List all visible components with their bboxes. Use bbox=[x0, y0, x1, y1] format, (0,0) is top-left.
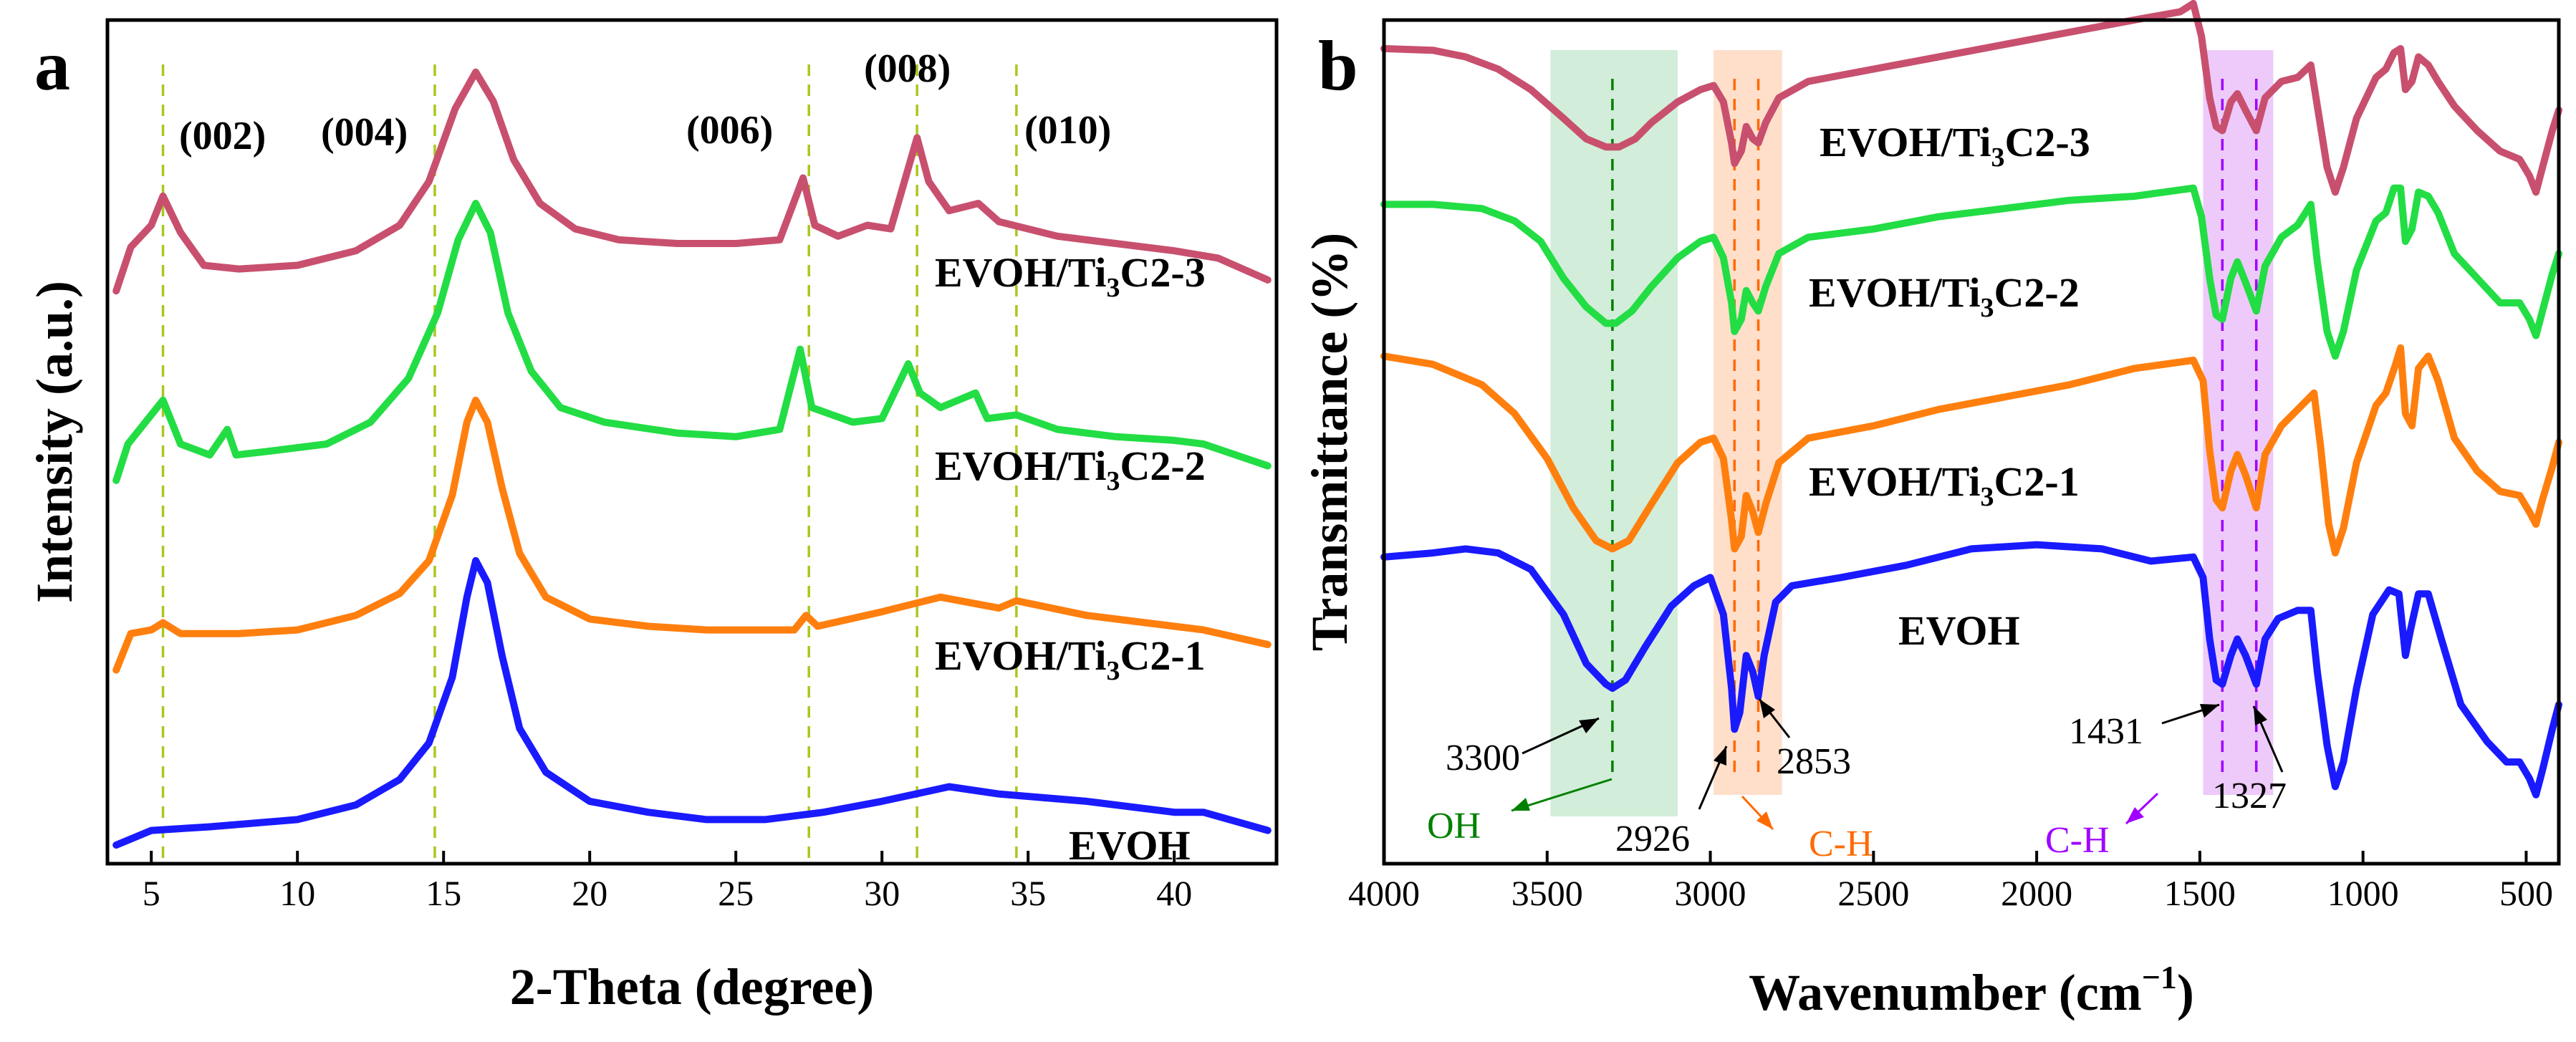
xrd-series-evoh-ti3c2-3 bbox=[112, 68, 1272, 295]
xrd-x-tick-label: 20 bbox=[572, 873, 607, 913]
xrd-x-axis-title: 2-Theta (degree) bbox=[510, 958, 875, 1016]
oh-arrowhead bbox=[1512, 798, 1530, 811]
xrd-x-tick-label: 10 bbox=[279, 873, 315, 913]
ftir-x-tick-label: 4000 bbox=[1348, 873, 1420, 913]
ftir-reference-lines bbox=[1611, 79, 2258, 781]
series-label-ti3c2-3: EVOH/Ti3C2-3 bbox=[935, 249, 1206, 303]
xrd-x-ticks: 5 10 15 20 25 30 35 40 bbox=[143, 851, 1192, 913]
xrd-series-evoh-ti3c2-2 bbox=[112, 200, 1272, 484]
series-label-ti3c2-2: EVOH/Ti3C2-2 bbox=[935, 443, 1206, 496]
peak-annotation-3300: 3300 bbox=[1446, 717, 1600, 778]
peak-arrowhead-2853 bbox=[1759, 699, 1775, 718]
plane-label-008: (008) bbox=[864, 47, 951, 91]
peak-label-2853: 2853 bbox=[1777, 741, 1851, 782]
ftir-band bbox=[1550, 50, 1678, 816]
ftir-plot-frame bbox=[1382, 18, 2561, 866]
xrd-reference-lines bbox=[161, 64, 1018, 864]
ftir-series-evoh-ti3c2-3 bbox=[1380, 0, 2562, 196]
peak-annotation-2853: 2853 bbox=[1758, 698, 1851, 782]
group-label-ch-stretch: C-H bbox=[1809, 824, 1873, 864]
ftir-band bbox=[2203, 50, 2274, 795]
xrd-x-tick-label: 5 bbox=[143, 873, 160, 913]
ftir-x-axis-title: Wavenumber (cm−1) bbox=[1749, 959, 2194, 1021]
xrd-x-tick-label: 25 bbox=[718, 873, 754, 913]
xrd-x-tick-label: 15 bbox=[426, 873, 461, 913]
group-label-ch-bend: C-H bbox=[2045, 820, 2110, 861]
panel-label-a: a bbox=[34, 26, 70, 105]
peak-arrowhead-1431 bbox=[2200, 704, 2219, 718]
ftir-y-axis-title: Transmittance (%) bbox=[1301, 233, 1358, 652]
group-annotation-ch-stretch: C-H bbox=[1741, 795, 1873, 864]
ftir-x-tick-label: 3500 bbox=[1512, 873, 1583, 913]
ftir-curves bbox=[1380, 0, 2562, 799]
plane-label-002: (002) bbox=[179, 114, 266, 158]
ftir-x-tick-label: 3000 bbox=[1675, 873, 1746, 913]
peak-annotation-1327: 1327 bbox=[2212, 705, 2287, 816]
panel-label-b: b bbox=[1318, 26, 1358, 105]
ch-bend-arrowhead bbox=[2126, 807, 2144, 824]
ftir-x-tick-label: 500 bbox=[2499, 873, 2553, 913]
ch-stretch-arrowhead bbox=[1756, 811, 1773, 829]
group-annotation-oh: OH bbox=[1427, 778, 1613, 846]
ftir-series-evoh bbox=[1380, 541, 2562, 799]
panel-a-xrd: 5 10 15 20 25 30 35 40 a 2-Theta (degree) Inten… bbox=[26, 18, 1279, 1016]
peak-annotation-2926: 2926 bbox=[1615, 746, 1728, 859]
plane-label-006: (006) bbox=[686, 108, 773, 153]
ftir-series-evoh-ti3c2-1 bbox=[1380, 344, 2562, 557]
peak-label-1431: 1431 bbox=[2069, 711, 2143, 752]
peak-annotation-1431: 1431 bbox=[2069, 703, 2220, 752]
ftir-series-evoh-ti3c2-2 bbox=[1380, 184, 2562, 360]
peak-arrowhead-2926 bbox=[1714, 746, 1726, 766]
ftir-x-tick-label: 1500 bbox=[2164, 873, 2236, 913]
peak-label-2926: 2926 bbox=[1615, 819, 1690, 859]
xrd-y-axis-title: Intensity (a.u.) bbox=[26, 281, 83, 603]
xrd-plot-frame bbox=[105, 18, 1279, 866]
panel-b-ftir: 4000 3500 3000 2500 2000 1500 1000 500 b Wavenu… bbox=[1301, 0, 2562, 1021]
xrd-series-evoh-ti3c2-1 bbox=[112, 396, 1272, 674]
ftir-series-label-ti3c2-2: EVOH/Ti3C2-2 bbox=[1809, 269, 2080, 323]
plane-label-010: (010) bbox=[1024, 108, 1111, 153]
group-annotation-ch-bend: C-H bbox=[2045, 792, 2159, 861]
xrd-x-tick-label: 40 bbox=[1156, 873, 1192, 913]
xrd-series-evoh bbox=[112, 556, 1272, 849]
xrd-x-tick-label: 35 bbox=[1010, 873, 1046, 913]
ftir-series-label-ti3c2-1: EVOH/Ti3C2-1 bbox=[1809, 458, 2080, 512]
peak-label-1327: 1327 bbox=[2212, 776, 2287, 816]
ftir-x-tick-label: 2000 bbox=[2001, 873, 2072, 913]
ftir-band bbox=[1714, 50, 1782, 795]
series-label-ti3c2-1: EVOH/Ti3C2-1 bbox=[935, 632, 1206, 686]
ftir-x-tick-label: 1000 bbox=[2327, 873, 2399, 913]
peak-arrowhead-3300 bbox=[1579, 718, 1599, 733]
ftir-series-label-evoh: EVOH bbox=[1898, 607, 2020, 654]
ftir-x-ticks: 4000 3500 3000 2500 2000 1500 1000 500 bbox=[1348, 851, 2553, 913]
ftir-x-tick-label: 2500 bbox=[1837, 873, 1909, 913]
ftir-series-label-ti3c2-3: EVOH/Ti3C2-3 bbox=[1820, 119, 2090, 173]
xrd-curves bbox=[112, 68, 1272, 849]
series-label-evoh: EVOH bbox=[1069, 822, 1191, 869]
peak-label-3300: 3300 bbox=[1446, 738, 1520, 778]
plane-label-004: (004) bbox=[321, 110, 408, 155]
peak-arrowhead-1327 bbox=[2254, 706, 2267, 725]
xrd-x-tick-label: 30 bbox=[864, 873, 900, 913]
group-label-oh: OH bbox=[1427, 806, 1481, 846]
